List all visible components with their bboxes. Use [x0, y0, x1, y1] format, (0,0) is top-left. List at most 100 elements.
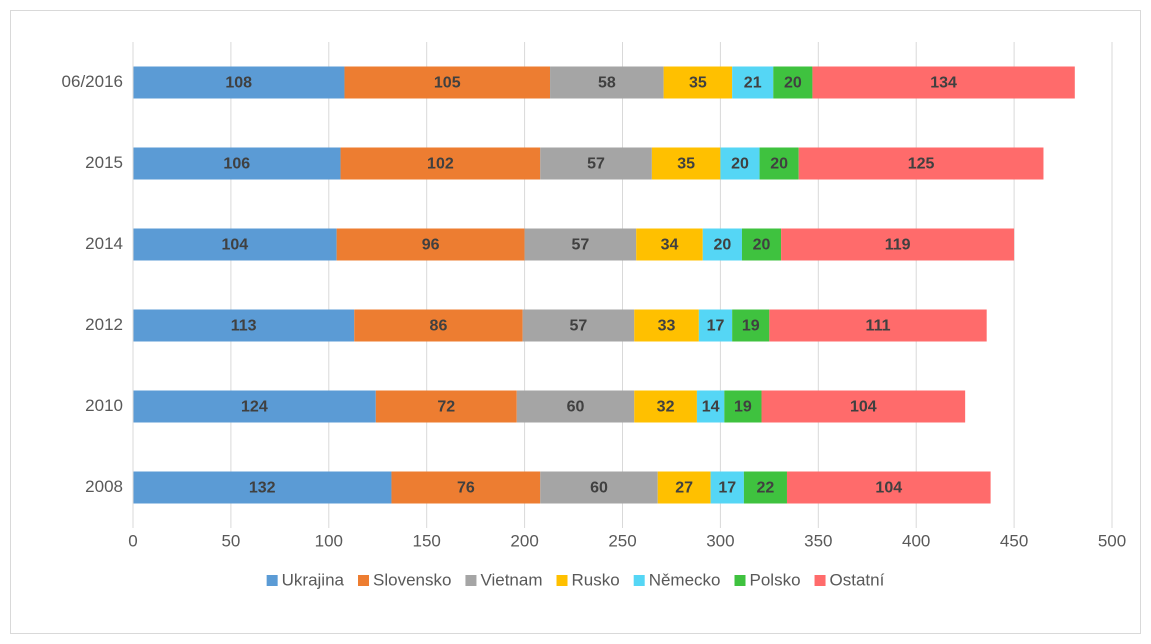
data-label: 35 [677, 156, 695, 173]
legend-swatch [266, 575, 278, 586]
data-label: 57 [570, 318, 588, 335]
bar-segment [741, 228, 782, 261]
data-label: 113 [231, 318, 257, 335]
data-label: 58 [598, 75, 616, 92]
bar-segment [354, 309, 523, 342]
data-label: 86 [430, 318, 448, 335]
bar-segment [634, 309, 699, 342]
x-tick-label: 0 [128, 531, 137, 550]
data-label: 72 [437, 399, 455, 416]
legend-swatch [734, 575, 746, 586]
data-label: 102 [427, 156, 454, 173]
legend-label: Slovensko [373, 570, 451, 589]
bar-segment [340, 147, 541, 180]
data-label: 19 [742, 318, 760, 335]
bar-segment [732, 309, 770, 342]
legend-label: Ostatní [830, 570, 885, 589]
data-label: 22 [757, 480, 775, 497]
bar-segment [524, 228, 637, 261]
x-tick-label: 200 [510, 531, 538, 550]
legend-swatch [465, 575, 477, 586]
bar-segment [724, 390, 762, 423]
data-label: 105 [434, 75, 461, 92]
bar-segment [732, 66, 774, 99]
x-tick-label: 350 [804, 531, 832, 550]
bar-segment [786, 471, 991, 504]
data-label: 57 [572, 237, 590, 254]
data-label: 57 [587, 156, 605, 173]
legend-label: Rusko [572, 570, 620, 589]
y-tick-label: 06/2016 [62, 72, 123, 91]
x-tick-label: 150 [413, 531, 441, 550]
bar-segment [698, 309, 733, 342]
data-label: 34 [661, 237, 679, 254]
data-label: 132 [249, 480, 276, 497]
data-label: 19 [734, 399, 752, 416]
bar-segment [769, 309, 987, 342]
y-tick-label: 2008 [85, 477, 123, 496]
legend-swatch [814, 575, 826, 586]
bar-segment [133, 147, 341, 180]
bar-segment [336, 228, 525, 261]
bar-segment [344, 66, 551, 99]
bar-segment [133, 471, 392, 504]
bar-segment [710, 471, 744, 504]
bar-segment [133, 228, 337, 261]
data-label: 20 [713, 237, 731, 254]
data-label: 119 [885, 237, 911, 254]
y-tick-label: 2012 [85, 315, 123, 334]
data-label: 104 [850, 399, 877, 416]
bar-segment [133, 309, 355, 342]
data-label: 134 [930, 75, 957, 92]
x-tick-label: 50 [221, 531, 240, 550]
bar-segment [798, 147, 1044, 180]
data-label: 17 [718, 480, 736, 497]
data-label: 35 [689, 75, 707, 92]
data-label: 104 [221, 237, 248, 254]
legend-swatch [633, 575, 645, 586]
legend-label: Polsko [750, 570, 801, 589]
bar-segment [522, 309, 635, 342]
legend-label: Vietnam [480, 570, 542, 589]
data-label: 27 [675, 480, 693, 497]
x-tick-label: 250 [608, 531, 636, 550]
data-label: 14 [702, 399, 720, 416]
bar-segment [634, 390, 697, 423]
bar-segment [550, 66, 664, 99]
bar-segment [761, 390, 966, 423]
bar-segment [812, 66, 1075, 99]
bar-segment [636, 228, 703, 261]
bar-segment [133, 66, 345, 99]
bar-segment [540, 471, 658, 504]
legend-swatch [556, 575, 568, 586]
data-label: 20 [753, 237, 771, 254]
data-label: 60 [567, 399, 585, 416]
legend-swatch [358, 575, 370, 586]
data-label: 20 [731, 156, 749, 173]
bar-segment [720, 147, 760, 180]
data-label: 106 [223, 156, 250, 173]
bar-segment [657, 471, 711, 504]
bar-segment [696, 390, 725, 423]
bar-segment [663, 66, 733, 99]
bar-segment [133, 390, 376, 423]
data-label: 124 [241, 399, 268, 416]
y-tick-label: 2014 [85, 234, 123, 253]
y-tick-label: 2015 [85, 153, 123, 172]
y-tick-label: 2010 [85, 396, 123, 415]
data-label: 33 [658, 318, 676, 335]
x-tick-label: 300 [706, 531, 734, 550]
data-label: 60 [590, 480, 608, 497]
bar-segment [773, 66, 813, 99]
bar-segment [759, 147, 799, 180]
bar-segment [540, 147, 652, 180]
bar-segment [391, 471, 541, 504]
bar-segment [702, 228, 742, 261]
bar-segment [375, 390, 517, 423]
data-label: 17 [707, 318, 725, 335]
x-tick-label: 100 [315, 531, 343, 550]
bar-segment [781, 228, 1015, 261]
x-tick-label: 400 [902, 531, 930, 550]
